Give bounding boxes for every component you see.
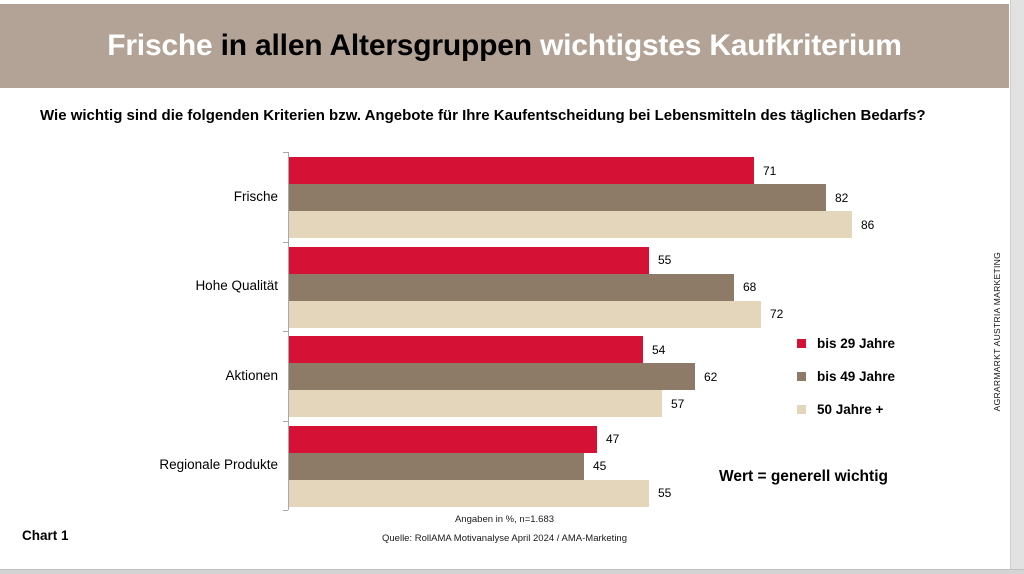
legend-item: bis 49 Jahre (797, 360, 895, 393)
bar-value-label: 72 (770, 307, 784, 321)
bar-value-label: 55 (658, 253, 672, 267)
bar (289, 184, 826, 211)
bar-value-label: 86 (861, 217, 875, 232)
bar-value-label: 71 (763, 163, 777, 178)
sample-footnote: Angaben in %, n=1.683 (454, 514, 555, 525)
bar (289, 363, 695, 390)
bar-value-label: 45 (593, 459, 607, 473)
legend-label: bis 49 Jahre (817, 369, 896, 384)
category-label: Aktionen (225, 367, 278, 383)
legend: bis 29 Jahre bis 49 Jahre 50 Jahre + (797, 327, 895, 426)
bar-value-label: 54 (652, 342, 666, 357)
bar (289, 336, 643, 363)
bar (289, 479, 649, 507)
source-line: Quelle: RollAMA Motivanalyse April 2024 … (382, 533, 627, 544)
legend-swatch (797, 339, 806, 348)
axis-tick (283, 241, 288, 243)
bar-value-label: 82 (835, 190, 849, 205)
bar (289, 211, 852, 238)
agency-side-text: AGRARMARKT AUSTRIA MARKETING (992, 252, 1002, 412)
bar (289, 390, 662, 417)
bar (289, 425, 597, 453)
bar (289, 273, 734, 301)
bar-value-label: 47 (606, 432, 620, 446)
legend-swatch (797, 372, 806, 381)
category-label: Regionale Produkte (159, 457, 278, 473)
axis-tick (283, 331, 288, 332)
bar (289, 246, 649, 274)
bar-value-label: 62 (704, 369, 718, 384)
bar (289, 300, 761, 328)
bar-value-label: 57 (671, 396, 685, 411)
axis-tick (283, 152, 288, 153)
legend-item: 50 Jahre + (797, 393, 895, 426)
category-axis-line (288, 152, 289, 510)
bar (289, 157, 754, 184)
survey-question: Wie wichtig sind die folgenden Kriterien… (40, 107, 926, 124)
page-title-part: wichtigstes Kaufkriterium (540, 29, 902, 62)
scrollbar-track[interactable] (1010, 0, 1024, 574)
page-title-part: Frische (107, 29, 213, 62)
axis-tick (283, 510, 288, 511)
axis-tick (283, 420, 288, 422)
bar-value-label: 55 (658, 486, 672, 500)
title-banner: Frische in allen Altersgruppen wichtigst… (0, 4, 1009, 88)
page-title: Frische in allen Altersgruppen wichtigst… (107, 29, 902, 63)
bar (289, 452, 584, 480)
category-label: Frische (233, 188, 278, 204)
legend-label: bis 29 Jahre (817, 336, 896, 351)
page-title-part: in allen Altersgruppen (212, 29, 541, 62)
legend-item: bis 29 Jahre (797, 327, 895, 360)
chart-number-label: Chart 1 (22, 528, 69, 543)
legend-swatch (797, 405, 806, 414)
window-bottom-edge (0, 569, 1024, 574)
bar-value-label: 68 (743, 280, 757, 294)
category-label: Hohe Qualität (195, 278, 278, 294)
value-definition-note: Wert = generell wichtig (719, 468, 888, 485)
legend-label: 50 Jahre + (817, 402, 884, 417)
